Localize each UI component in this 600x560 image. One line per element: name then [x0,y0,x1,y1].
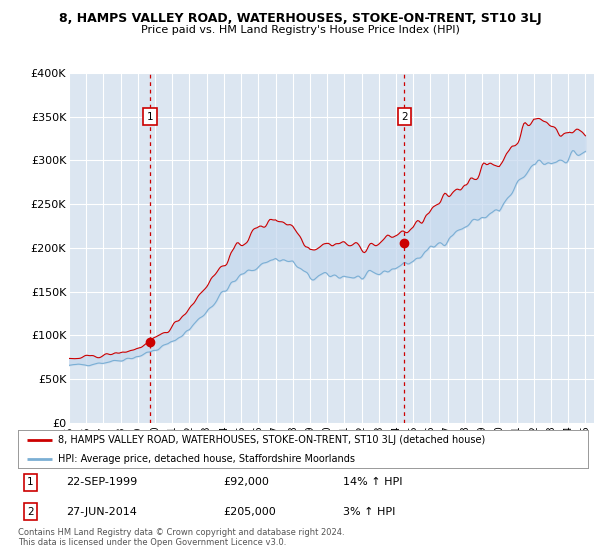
Text: 22-SEP-1999: 22-SEP-1999 [67,478,138,487]
Text: £205,000: £205,000 [223,507,276,516]
Text: 14% ↑ HPI: 14% ↑ HPI [343,478,403,487]
Text: 8, HAMPS VALLEY ROAD, WATERHOUSES, STOKE-ON-TRENT, ST10 3LJ: 8, HAMPS VALLEY ROAD, WATERHOUSES, STOKE… [59,12,541,25]
Text: 8, HAMPS VALLEY ROAD, WATERHOUSES, STOKE-ON-TRENT, ST10 3LJ (detached house): 8, HAMPS VALLEY ROAD, WATERHOUSES, STOKE… [58,435,485,445]
Text: 2: 2 [27,507,34,516]
Text: £92,000: £92,000 [223,478,269,487]
Text: 1: 1 [27,478,34,487]
Text: Price paid vs. HM Land Registry's House Price Index (HPI): Price paid vs. HM Land Registry's House … [140,25,460,35]
Text: 2: 2 [401,111,408,122]
Text: Contains HM Land Registry data © Crown copyright and database right 2024.
This d: Contains HM Land Registry data © Crown c… [18,528,344,547]
Text: HPI: Average price, detached house, Staffordshire Moorlands: HPI: Average price, detached house, Staf… [58,454,355,464]
Text: 3% ↑ HPI: 3% ↑ HPI [343,507,395,516]
Text: 27-JUN-2014: 27-JUN-2014 [67,507,137,516]
Text: 1: 1 [147,111,154,122]
